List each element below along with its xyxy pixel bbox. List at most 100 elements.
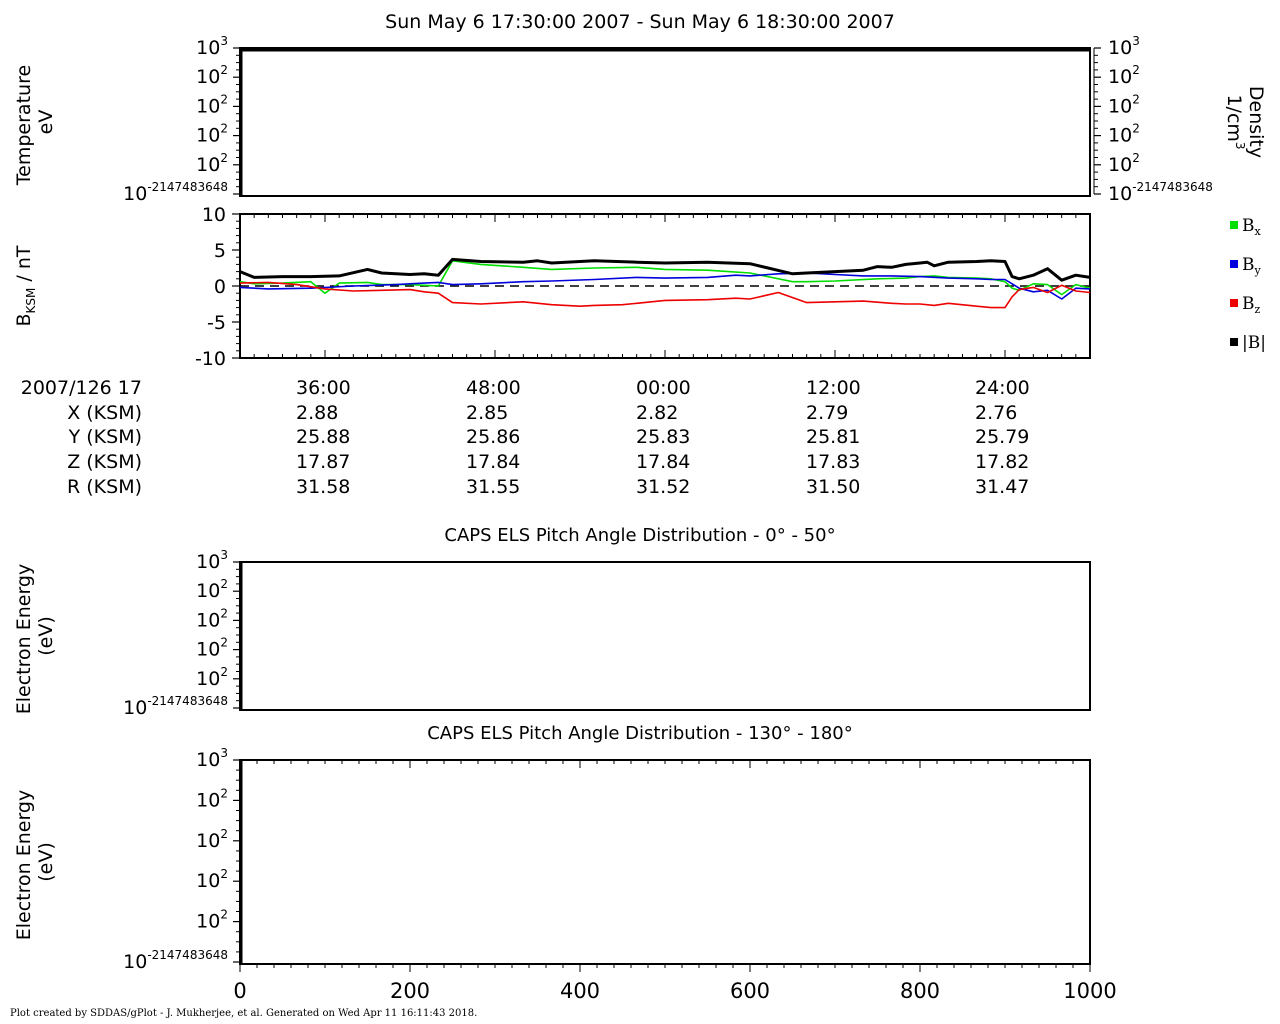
y-tick-base: 10 [123,951,147,973]
y-tick-label: 102 [196,577,228,602]
magnetic-legend: Bx By Bz |B| [1230,216,1266,353]
series-line-bmag [239,257,1091,282]
y-tick-base: 10 [1108,125,1132,147]
legend-swatch-bmag [1230,338,1238,346]
y-tick-exponent: -2147483648 [147,948,228,962]
ephemeris-cell: 24:00 [975,377,1030,399]
legend-swatch-by [1230,260,1238,268]
y-tick-label: 5 [214,240,226,262]
y-tick-exponent: 2 [220,122,228,136]
ephemeris-cell: 25.88 [296,426,350,448]
y-tick-base: 10 [196,551,220,573]
y-tick-label: 10-2147483648 [123,180,228,205]
pad1-label-line1: Electron Energy [13,564,35,715]
y-tick-exponent: 2 [220,827,228,841]
y-tick-exponent: 2 [220,577,228,591]
y-tick-base: 10 [123,183,147,205]
y-tick-base: 10 [196,95,220,117]
ephemeris-cell: 31.47 [975,476,1029,498]
y-tick-label: 102 [1108,122,1140,147]
ephemeris-cell: 00:00 [636,377,691,399]
y-tick-exponent: 2 [1132,151,1140,165]
magnetic-y-label: BKSM / nT [13,245,38,326]
y-tick-label: 102 [196,786,228,811]
density-label-line1: Density [1245,86,1267,158]
pad2-y-label: Electron Energy (eV) [13,784,57,941]
y-tick-base: 10 [196,154,220,176]
ephemeris-cell: 2.88 [296,402,338,424]
magnetic-label-sub: KSM [24,288,38,314]
y-tick-label: 102 [196,122,228,147]
ephemeris-cell: 31.55 [466,476,520,498]
y-tick-base: 10 [196,789,220,811]
y-tick-exponent: 3 [220,746,228,760]
legend-swatch-bx [1230,221,1238,229]
legend-swatch-bz [1230,299,1238,307]
ephemeris-cell: 2.79 [806,402,848,424]
magnetic-series [239,257,1091,309]
x-tick-label: 400 [560,979,600,1003]
temperature-plot-frame [239,47,1091,197]
pad2-title: CAPS ELS Pitch Angle Distribution - 130°… [427,723,853,744]
ephemeris-cell: 12:00 [806,377,861,399]
footer-credit: Plot created by SDDAS/gPlot - J. Mukherj… [10,1008,477,1019]
y-tick-label: 102 [196,606,228,631]
y-tick-label: 102 [196,92,228,117]
legend-label-sub: x [1255,225,1262,238]
y-tick-base: 10 [123,697,147,719]
ephemeris-row-label: R (KSM) [67,476,142,498]
pad2-label-line2: (eV) [35,842,57,882]
ephemeris-row-label: 2007/126 17 [21,377,142,399]
ephemeris-cell: 17.84 [466,451,520,473]
pad1-title: CAPS ELS Pitch Angle Distribution - 0° -… [444,525,835,546]
density-label: Density [1245,86,1267,158]
legend-label-bx: Bx [1242,216,1262,238]
legend-label-bmag: |B| [1242,333,1266,353]
ephemeris-cell: 17.84 [636,451,690,473]
ephemeris-cell: 48:00 [466,377,521,399]
y-tick-label: 102 [196,636,228,661]
magnetic-label-unit: / nT [13,245,35,288]
temperature-label-line1: Temperature [13,65,35,186]
ephemeris-cell: 17.83 [806,451,860,473]
pad1-panel: CAPS ELS Pitch Angle Distribution - 0° -… [13,525,1091,719]
y-tick-base: 10 [196,609,220,631]
ephemeris-table: 2007/126 17 X (KSM)Y (KSM) Z (KSM) R (KSM) 3… [21,377,1030,498]
y-tick-base: 10 [196,37,220,59]
y-tick-base: 10 [196,639,220,661]
pad2-label-line1: Electron Energy [13,790,35,941]
legend-label-sub: y [1254,264,1262,277]
ephemeris-row-label: Y (KSM) [68,426,142,448]
y-tick-base: 10 [196,668,220,690]
y-tick-label: 102 [196,151,228,176]
pad2-panel: CAPS ELS Pitch Angle Distribution - 130°… [13,723,1117,1003]
y-tick-label: 103 [196,746,228,771]
y-tick-exponent: 2 [220,786,228,800]
density-unit-label: 1/cm3 [1223,94,1247,149]
y-tick-exponent: 3 [220,34,228,48]
y-tick-exponent: 2 [220,63,228,77]
y-tick-exponent: 2 [1132,63,1140,77]
y-tick-exponent: 3 [1132,34,1140,48]
y-tick-base: 10 [1108,183,1132,205]
pad1-plot-frame [239,561,1091,711]
x-tick-label: 800 [900,979,940,1003]
y-tick-base: 10 [196,66,220,88]
y-tick-exponent: 2 [220,665,228,679]
legend-label-base: |B| [1242,333,1266,353]
x-tick-label: 0 [233,979,246,1003]
y-tick-base: 10 [1108,37,1132,59]
temperature-y-label: Temperature eV [13,59,57,186]
plot-title: Sun May 6 17:30:00 2007 - Sun May 6 18:3… [385,11,895,33]
legend-label-bz: Bz [1242,294,1261,316]
y-tick-label: 102 [196,908,228,933]
temperature-label-line2: eV [35,110,57,135]
y-tick-label: 0 [214,276,226,298]
y-tick-exponent: 2 [1132,92,1140,106]
legend-label-base: B [1242,294,1255,314]
